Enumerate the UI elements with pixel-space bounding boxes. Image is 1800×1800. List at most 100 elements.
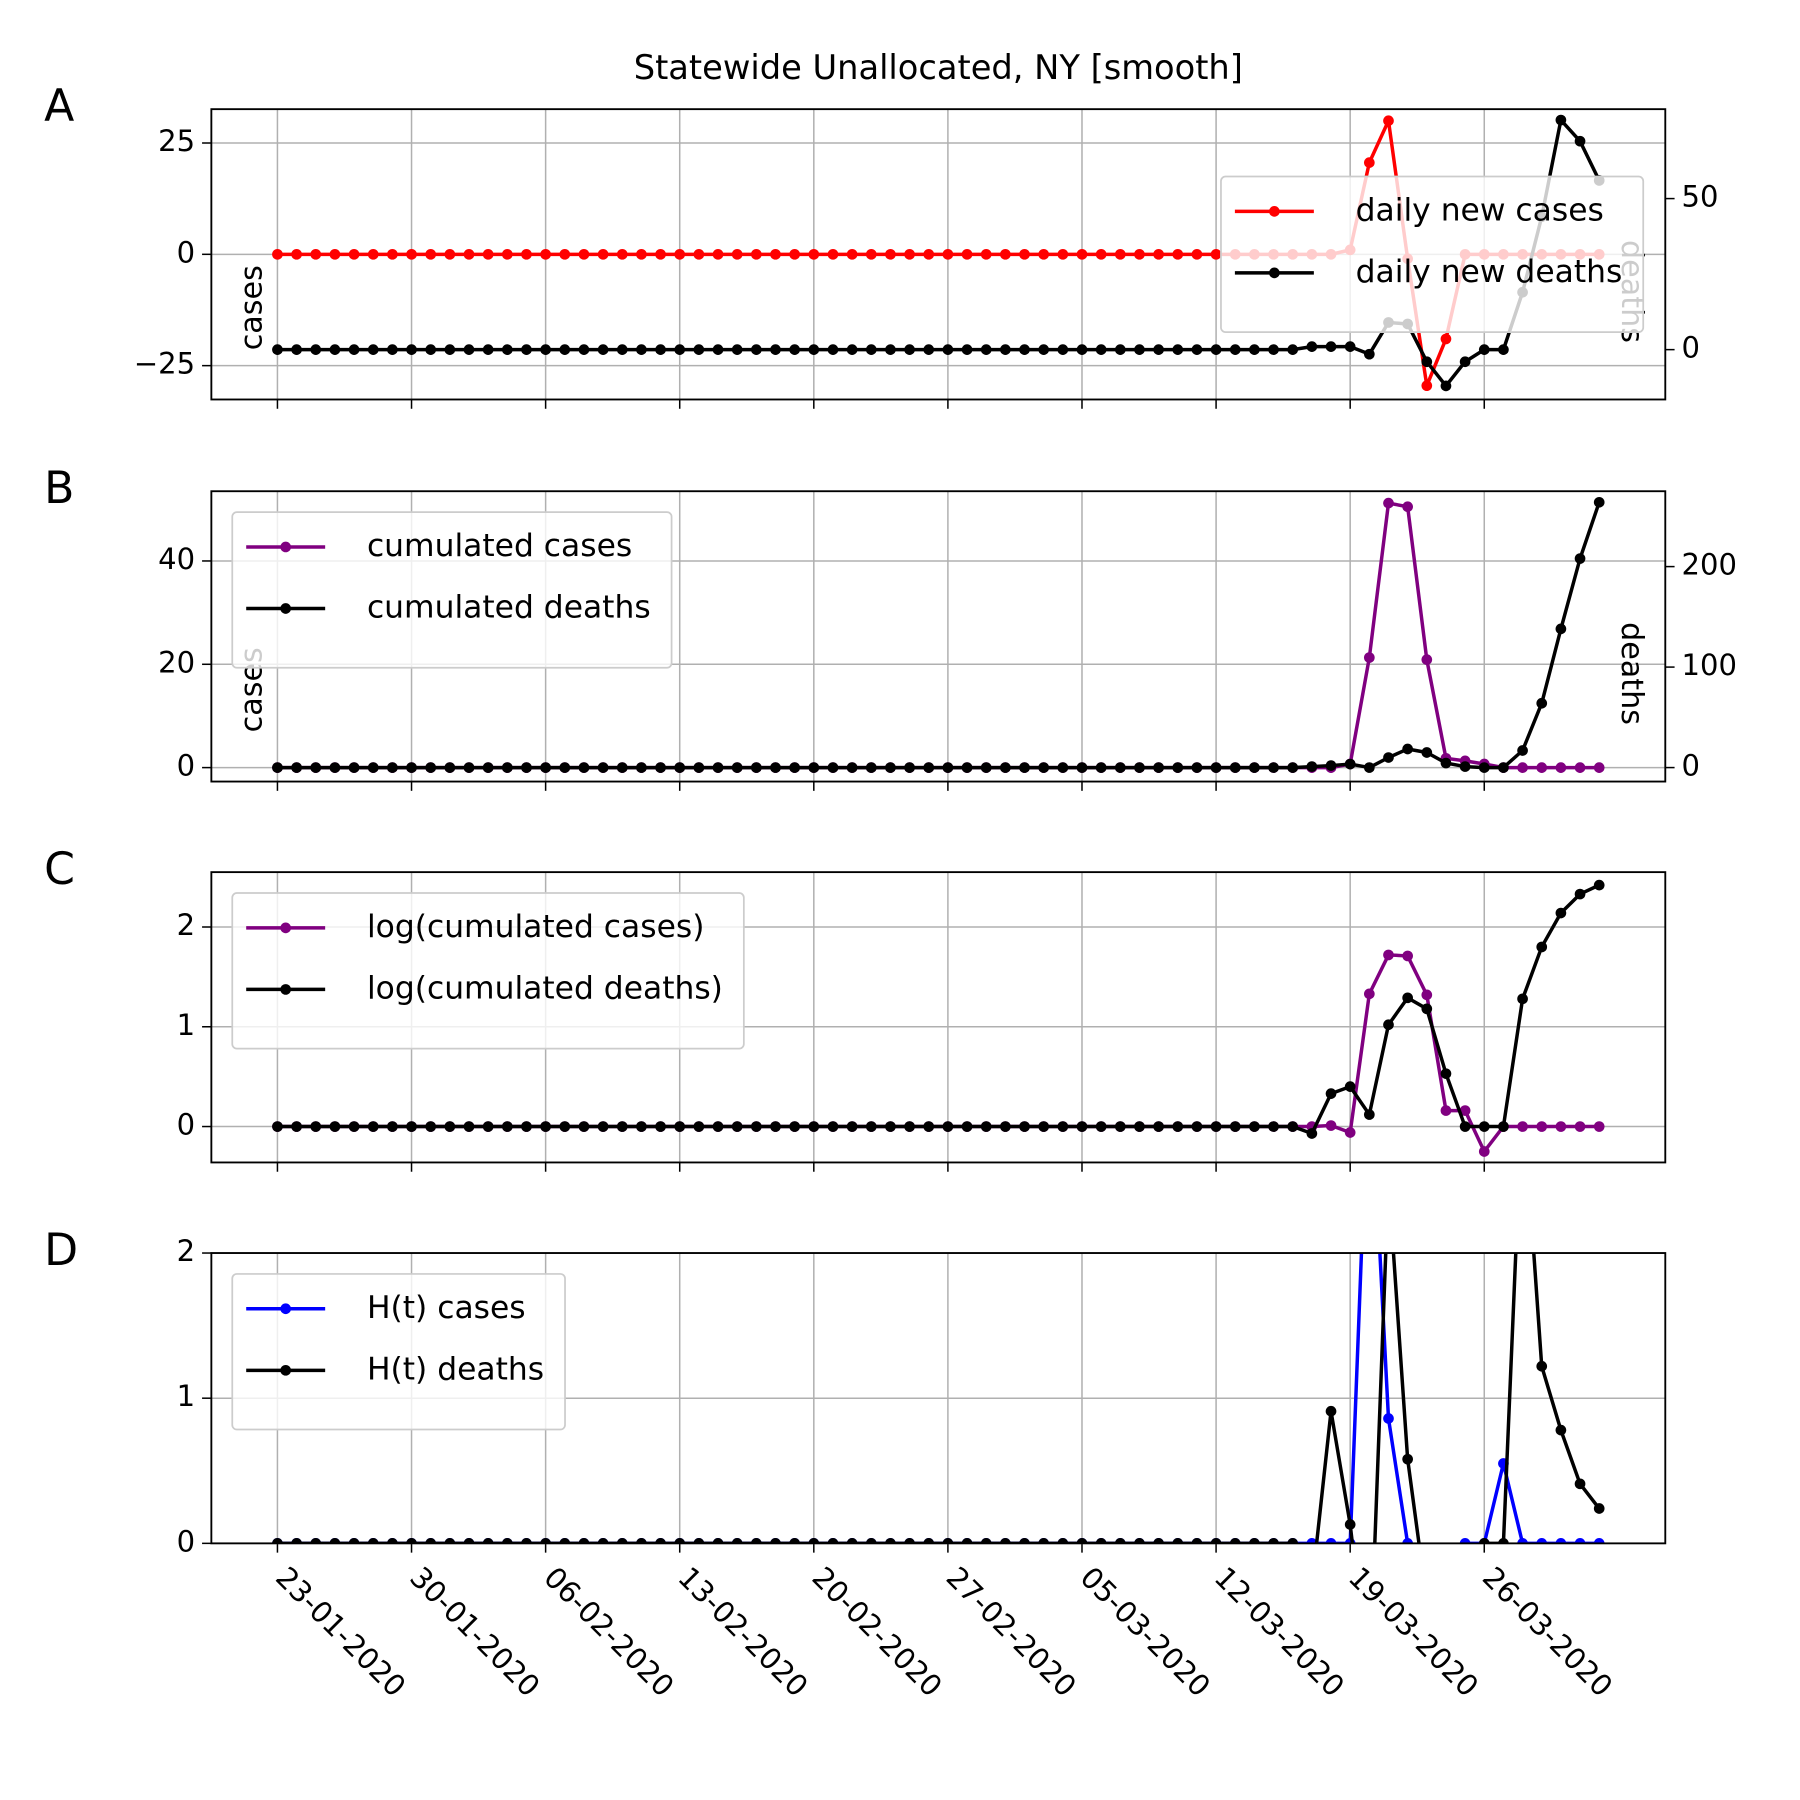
data-point — [1517, 1088, 1528, 1099]
data-point — [1057, 762, 1069, 773]
series-line — [277, 118, 1601, 388]
data-point — [1344, 1081, 1356, 1092]
data-point — [501, 344, 513, 355]
data-point — [1114, 344, 1126, 355]
data-point — [1210, 1121, 1222, 1132]
data-point — [655, 1538, 666, 1544]
data-point — [731, 344, 743, 355]
data-point — [501, 1538, 513, 1544]
x-tick-label: 06-02-2020 — [537, 1560, 680, 1703]
data-point — [1517, 993, 1528, 1005]
data-point — [272, 762, 283, 773]
data-point — [1421, 356, 1433, 368]
data-point — [980, 1121, 992, 1132]
data-point — [865, 1538, 877, 1544]
data-point — [1191, 1538, 1203, 1544]
y-tick-label: 40 — [158, 542, 195, 576]
data-point — [712, 762, 724, 773]
data-point — [655, 1121, 666, 1132]
data-point — [1478, 1538, 1490, 1544]
data-point — [1421, 989, 1433, 1001]
y-tick-label: 0 — [177, 1108, 195, 1142]
data-point — [597, 762, 609, 773]
data-point — [693, 1121, 705, 1132]
data-point — [1536, 697, 1548, 709]
data-point — [1268, 1121, 1279, 1132]
data-point — [1536, 1121, 1548, 1132]
data-point — [1325, 760, 1337, 771]
data-point — [750, 1121, 762, 1132]
data-point — [578, 248, 590, 260]
data-point — [291, 1538, 302, 1544]
data-point — [846, 1121, 858, 1132]
data-point — [1210, 248, 1222, 260]
data-point — [712, 1538, 724, 1544]
data-point — [1402, 501, 1413, 513]
data-point — [1517, 745, 1528, 756]
data-point — [1210, 1538, 1222, 1544]
data-point — [1363, 762, 1375, 773]
data-point — [1325, 1405, 1337, 1417]
data-point — [770, 1121, 781, 1132]
data-point — [865, 1121, 877, 1132]
data-point — [1383, 752, 1394, 763]
data-point — [1574, 1538, 1586, 1544]
data-point — [1172, 344, 1184, 355]
data-point — [291, 762, 302, 773]
data-point — [1344, 758, 1356, 770]
data-point — [1229, 344, 1241, 355]
data-point — [425, 344, 437, 355]
data-point — [1000, 344, 1011, 355]
data-point — [731, 762, 743, 773]
data-point — [1306, 341, 1318, 352]
data-point — [1095, 248, 1107, 260]
data-point — [1134, 1121, 1145, 1132]
data-point — [1076, 1538, 1088, 1544]
data-point — [521, 248, 532, 260]
data-point — [406, 248, 417, 260]
data-point — [961, 762, 973, 773]
data-point — [310, 344, 322, 355]
data-point — [942, 344, 954, 355]
data-point — [501, 762, 513, 773]
data-point — [329, 344, 341, 355]
data-point — [1555, 1538, 1567, 1544]
data-point — [827, 344, 839, 355]
data-point — [1574, 762, 1586, 773]
data-point — [1593, 1538, 1605, 1544]
axes-frame — [210, 490, 1667, 783]
data-point — [1364, 1044, 1375, 1055]
data-point — [1459, 1105, 1471, 1116]
axes-frame — [210, 871, 1667, 1164]
data-point — [482, 1121, 494, 1132]
data-point — [291, 344, 302, 355]
legend-label: H(t) deaths — [367, 1351, 544, 1387]
data-point — [540, 248, 551, 260]
data-point — [1191, 1121, 1203, 1132]
data-point — [961, 1538, 973, 1544]
data-point — [425, 1121, 437, 1132]
data-point — [367, 248, 379, 260]
data-point — [846, 248, 858, 260]
data-point — [1249, 344, 1260, 355]
data-point — [693, 344, 705, 355]
panel-label: B — [44, 463, 74, 514]
legend-box — [231, 892, 745, 1050]
x-tick-label: 27-02-2020 — [940, 1560, 1083, 1703]
data-point — [1038, 344, 1050, 355]
legend-label: cumulated cases — [367, 528, 632, 564]
legend: log(cumulated cases) log(cumulated deaths… — [231, 892, 745, 1050]
data-point — [1000, 762, 1011, 773]
data-point — [348, 248, 360, 260]
data-point — [367, 1121, 379, 1132]
data-point — [1363, 988, 1375, 1000]
data-point — [827, 248, 839, 260]
data-point — [1134, 248, 1145, 260]
data-point — [1498, 1121, 1509, 1132]
legend-label: cumulated deaths — [367, 590, 651, 626]
data-point — [808, 1538, 820, 1544]
data-point — [789, 762, 800, 773]
data-point — [923, 248, 935, 260]
data-point — [482, 1538, 494, 1544]
